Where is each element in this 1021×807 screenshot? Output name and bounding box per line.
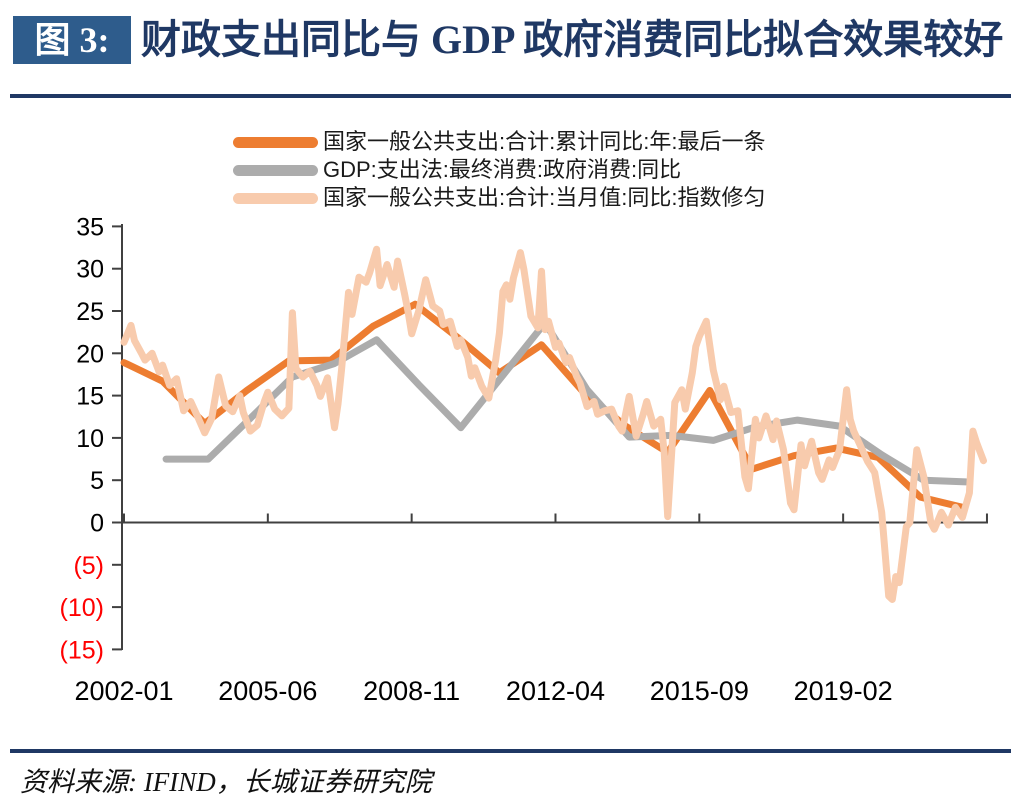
legend-swatch-orange — [233, 136, 318, 148]
y-axis-tick-label: 15 — [76, 383, 104, 411]
y-axis-tick-label: 0 — [90, 510, 104, 538]
x-axis-tick-label: 2008-11 — [363, 676, 460, 706]
y-axis-tick-label: 20 — [76, 340, 104, 368]
x-axis-tick-label: 2019-02 — [794, 676, 893, 706]
series-line-monthly-smoothed — [120, 245, 987, 603]
legend-label: 国家一般公共支出:合计:当月值:同比:指数修匀 — [323, 185, 766, 210]
x-axis-tick-label: 2005-06 — [218, 676, 317, 706]
legend-swatch-gray — [233, 164, 318, 176]
y-axis-tick-label: 30 — [76, 256, 104, 284]
figure-number-tag: 图 3: — [13, 16, 131, 64]
legend-label: GDP:支出法:最终消费:政府消费:同比 — [323, 157, 682, 182]
x-axis-tick-label: 2002-01 — [74, 676, 173, 706]
legend-label: 国家一般公共支出:合计:累计同比:年:最后一条 — [323, 129, 766, 154]
y-axis-tick-label: (5) — [73, 552, 104, 580]
footer-divider — [10, 749, 1011, 753]
source-note: 资料来源: IFIND，长城证券研究院 — [20, 767, 432, 797]
legend-swatch-peach — [233, 192, 318, 204]
legend-item-gdp-gov-consumption: GDP:支出法:最终消费:政府消费:同比 — [233, 156, 765, 184]
x-axis-tick-label: 2015-09 — [650, 676, 749, 706]
y-axis-tick-label: (10) — [60, 594, 104, 622]
y-axis-tick-label: 25 — [76, 298, 104, 326]
series-line-cumulative-yoy — [120, 300, 966, 511]
figure-title: 财政支出同比与 GDP 政府消费同比拟合效果较好 — [141, 17, 1004, 62]
chart-legend: 国家一般公共支出:合计:累计同比:年:最后一条 GDP:支出法:最终消费:政府消… — [233, 128, 765, 212]
x-axis-tick-label: 2012-04 — [506, 676, 605, 706]
y-axis-tick-label: (15) — [60, 636, 104, 664]
legend-item-cumulative-yoy: 国家一般公共支出:合计:累计同比:年:最后一条 — [233, 128, 765, 156]
y-axis-tick-label: 5 — [90, 467, 104, 495]
y-axis-tick-label: 10 — [76, 425, 104, 453]
legend-item-monthly-smoothed: 国家一般公共支出:合计:当月值:同比:指数修匀 — [233, 184, 765, 212]
y-axis-tick-label: 35 — [76, 213, 104, 241]
header-divider — [10, 94, 1011, 98]
